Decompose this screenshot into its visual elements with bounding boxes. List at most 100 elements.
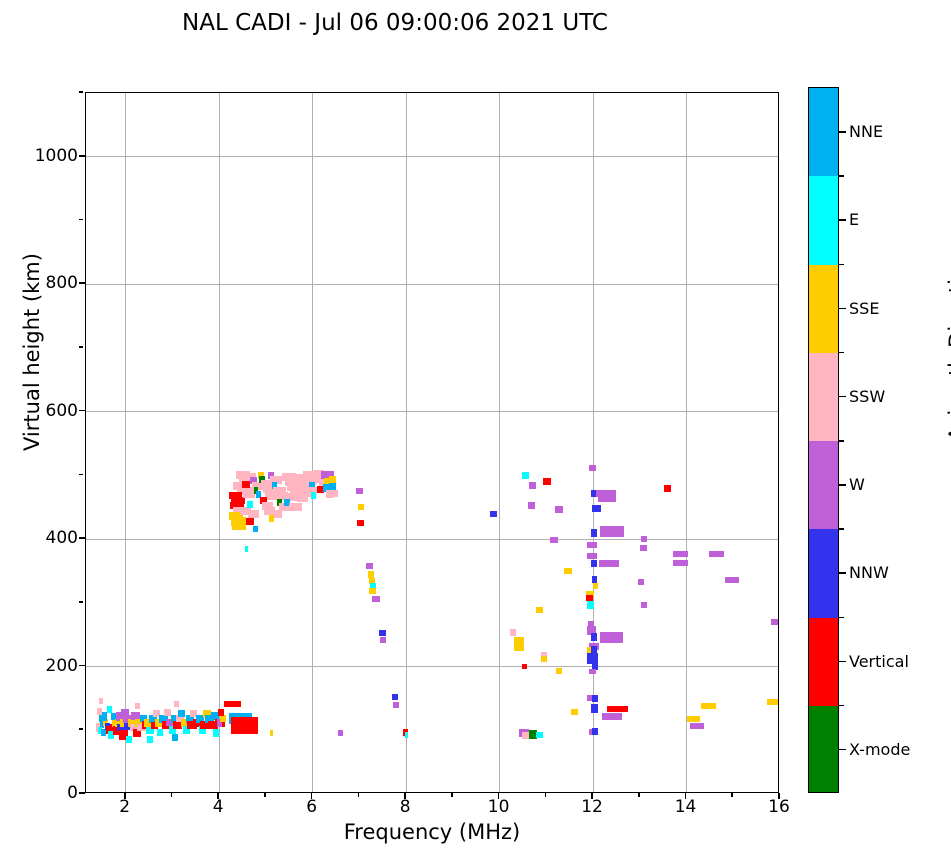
data-point (139, 715, 148, 723)
data-point (542, 478, 551, 486)
colorbar-boundary-tick-4 (839, 440, 844, 442)
y-tick-mark-200 (79, 664, 85, 667)
data-point (149, 714, 158, 723)
data-point (522, 471, 530, 479)
data-point (592, 505, 599, 512)
data-point (281, 472, 296, 481)
x-tick-minor-15 (731, 793, 734, 797)
colorbar-boundary-tick-3 (839, 351, 844, 354)
colorbar-label-w: W (849, 475, 865, 495)
data-point (357, 504, 365, 511)
data-point (119, 730, 128, 741)
data-point (664, 484, 671, 492)
data-point (200, 721, 210, 730)
gridline-x-10 (499, 93, 501, 792)
data-point (591, 559, 597, 567)
data-point (178, 710, 185, 718)
data-point (554, 506, 564, 514)
colorbar-tick-vertical (839, 660, 846, 663)
data-point (673, 560, 689, 567)
data-point (328, 475, 337, 483)
data-point (700, 703, 716, 710)
data-point (589, 669, 596, 675)
y-tick-mark-400 (79, 537, 85, 539)
x-axis-tick-labels: 2 4 6 8 10 12 14 16 (85, 797, 790, 823)
data-point (159, 714, 168, 723)
colorbar-tick-x-mode (839, 748, 846, 751)
data-point (176, 715, 184, 723)
data-point (586, 626, 596, 636)
data-point (593, 583, 599, 590)
data-point (111, 718, 119, 727)
data-point (369, 588, 376, 595)
data-point (317, 485, 324, 493)
data-point (303, 471, 316, 480)
page-title: NAL CADI - Jul 06 09:00:06 2021 UTC (182, 10, 608, 36)
y-tick-minor-1100 (79, 91, 83, 93)
colorbar-segment-e (809, 176, 838, 266)
data-point (257, 471, 265, 479)
data-point (585, 594, 594, 601)
data-point (230, 716, 258, 734)
x-tick-minor-7 (357, 793, 360, 797)
data-point (672, 551, 689, 558)
x-tick-mark-14 (684, 793, 687, 799)
data-point (190, 710, 197, 718)
y-tick-label-200: 200 (45, 655, 78, 676)
data-point (270, 509, 282, 518)
data-point (252, 525, 258, 532)
data-point (528, 730, 537, 740)
data-point (325, 490, 335, 499)
data-point (587, 542, 597, 549)
data-point (233, 481, 248, 490)
data-point (585, 590, 594, 597)
data-point (235, 471, 250, 480)
data-point (97, 726, 103, 734)
data-point (135, 703, 140, 710)
data-point (110, 712, 117, 720)
data-point (203, 709, 211, 718)
data-point (231, 497, 246, 505)
data-point (154, 718, 164, 727)
data-point (220, 715, 226, 723)
data-point (229, 512, 244, 521)
data-point (182, 726, 191, 735)
y-tick-mark-800 (79, 282, 85, 284)
colorbar-segment-nnw (809, 529, 838, 619)
data-point (607, 705, 628, 712)
data-point (207, 721, 219, 730)
data-point (766, 699, 778, 706)
data-point (102, 711, 108, 721)
gridline-y-600 (86, 411, 778, 413)
data-point (591, 489, 596, 497)
colorbar-tick-sse (839, 307, 846, 310)
data-point (131, 712, 140, 721)
gridline-y-1000 (86, 156, 778, 158)
colorbar-segment-vertical (809, 617, 838, 707)
data-point (326, 470, 335, 478)
y-tick-minor-300 (79, 601, 83, 603)
data-point (290, 487, 306, 496)
colorbar-segment-nne (809, 88, 838, 177)
y-tick-minor-900 (79, 218, 83, 221)
colorbar-tick-ssw (839, 395, 846, 398)
x-tick-mark-10 (497, 793, 500, 799)
colorbar-tick-nnw (839, 572, 846, 574)
data-point (308, 482, 315, 490)
x-tick-mark-2 (123, 793, 126, 799)
data-point (205, 714, 214, 723)
colorbar-boundary-tick-5 (839, 528, 844, 530)
plot-area (85, 92, 779, 793)
data-point (273, 486, 286, 495)
colorbar-segment-sse (809, 264, 838, 354)
data-point (321, 471, 331, 480)
data-point (231, 516, 247, 526)
data-point (241, 480, 251, 488)
data-point (185, 714, 194, 723)
data-point (165, 719, 174, 727)
data-point (262, 501, 274, 510)
data-point (264, 491, 278, 500)
data-point (210, 712, 220, 721)
data-point (690, 723, 705, 730)
data-point (379, 630, 386, 637)
